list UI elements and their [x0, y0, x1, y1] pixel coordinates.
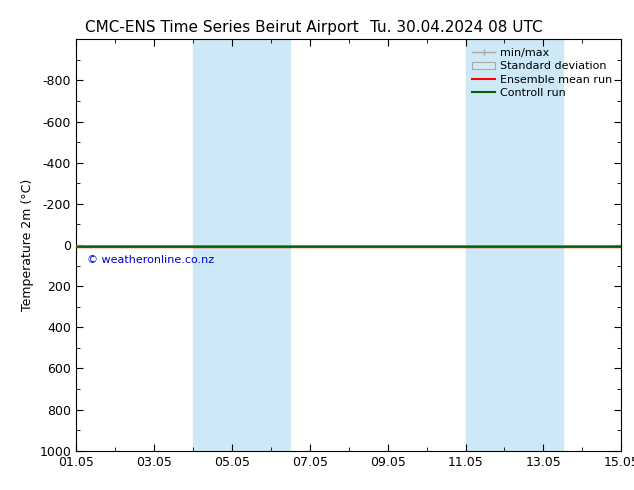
Text: Tu. 30.04.2024 08 UTC: Tu. 30.04.2024 08 UTC	[370, 20, 543, 35]
Text: CMC-ENS Time Series Beirut Airport: CMC-ENS Time Series Beirut Airport	[85, 20, 359, 35]
Bar	[193, 39, 290, 451]
Legend: min/max, Standard deviation, Ensemble mean run, Controll run: min/max, Standard deviation, Ensemble me…	[469, 45, 616, 101]
Y-axis label: Temperature 2m (°C): Temperature 2m (°C)	[21, 179, 34, 311]
Bar	[465, 39, 563, 451]
Text: © weatheronline.co.nz: © weatheronline.co.nz	[87, 255, 214, 265]
